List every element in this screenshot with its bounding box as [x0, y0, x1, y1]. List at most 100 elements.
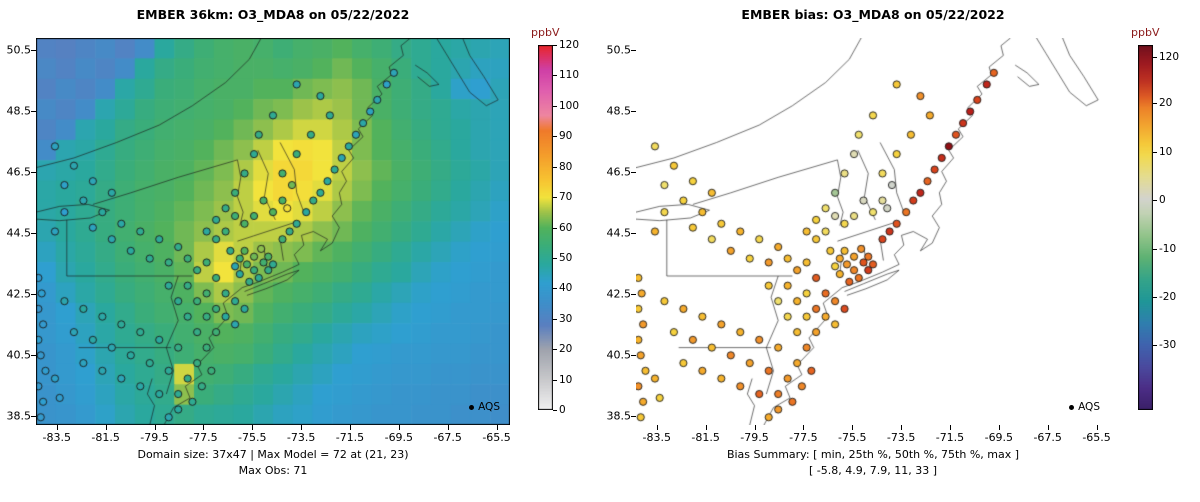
- colorbar-tick-mark: [553, 166, 557, 168]
- colorbar-tick-label: 0: [1159, 194, 1166, 207]
- y-tick-label: 50.5: [6, 43, 32, 57]
- aqs-legend-label: AQS: [1078, 401, 1100, 413]
- model-colorbar: [538, 45, 553, 410]
- aqs-legend: AQS: [1069, 401, 1100, 413]
- x-tick-mark: [203, 425, 205, 430]
- x-tick-mark: [349, 425, 351, 430]
- y-tick-label: 46.5: [606, 165, 632, 179]
- colorbar-tick-label: 20: [1159, 97, 1173, 110]
- x-tick-mark: [447, 425, 449, 430]
- y-tick-label: 46.5: [6, 165, 32, 179]
- x-tick-label: -77.5: [189, 431, 218, 444]
- x-tick-mark: [105, 425, 107, 430]
- y-tick-mark: [631, 172, 636, 174]
- x-tick-mark: [949, 425, 951, 430]
- y-tick-mark: [631, 233, 636, 235]
- y-tick-mark: [31, 415, 36, 417]
- colorbar-tick-label: 120: [1159, 51, 1180, 64]
- x-tick-mark: [1096, 425, 1098, 430]
- domain-size-caption: Domain size: 37x47 | Max Model = 72 at (…: [137, 448, 409, 461]
- x-tick-mark: [901, 425, 903, 430]
- x-tick-label: -79.5: [140, 431, 169, 444]
- colorbar-tick-label: 20: [559, 343, 573, 356]
- x-tick-label: -71.5: [935, 431, 965, 444]
- x-tick-mark: [656, 425, 658, 430]
- y-tick-label: 42.5: [6, 287, 32, 301]
- x-tick-mark: [852, 425, 854, 430]
- colorbar-tick-label: 80: [559, 160, 573, 173]
- y-tick-label: 38.5: [6, 409, 32, 423]
- x-tick-label: -65.5: [1082, 431, 1111, 444]
- x-tick-label: -83.5: [642, 431, 671, 444]
- bias-values-caption: [ -5.8, 4.9, 7.9, 11, 33 ]: [809, 464, 937, 477]
- x-tick-label: -73.5: [886, 431, 916, 444]
- colorbar-tick-label: 100: [559, 99, 580, 112]
- colorbar-tick-mark: [553, 105, 557, 107]
- y-tick-mark: [31, 233, 36, 235]
- y-tick-label: 42.5: [606, 287, 632, 301]
- y-tick-mark: [31, 50, 36, 52]
- y-tick-label: 50.5: [606, 43, 632, 57]
- aqs-marker-icon: [1069, 404, 1075, 410]
- colorbar-tick-label: 120: [559, 39, 580, 51]
- aqs-legend: AQS: [469, 401, 500, 413]
- aqs-legend-label: AQS: [478, 401, 500, 413]
- x-tick-mark: [154, 425, 156, 430]
- colorbar-tick-label: 10: [1159, 145, 1173, 158]
- y-tick-label: 48.5: [6, 104, 32, 118]
- panel-bias-map: EMBER bias: O3_MDA8 on 05/22/2022 AQS pp…: [600, 0, 1200, 502]
- x-tick-label: -77.5: [789, 431, 818, 444]
- colorbar-unit-label: ppbV: [531, 26, 560, 39]
- bias-map-plot: AQS: [636, 38, 1110, 425]
- max-obs-caption: Max Obs: 71: [238, 464, 308, 477]
- y-tick-label: 44.5: [606, 226, 632, 240]
- y-tick-mark: [631, 415, 636, 417]
- x-tick-mark: [496, 425, 498, 430]
- bias-summary-caption: Bias Summary: [ min, 25th %, 50th %, 75t…: [726, 448, 1020, 461]
- colorbar-tick-label: 30: [559, 312, 573, 325]
- colorbar-tick-label: 0: [559, 404, 566, 416]
- colorbar-tick-label: -20: [1159, 290, 1177, 303]
- colorbar-tick-mark: [1153, 345, 1157, 347]
- y-tick-mark: [31, 172, 36, 174]
- colorbar-tick-mark: [1153, 151, 1157, 153]
- colorbar-tick-label: 10: [559, 373, 573, 386]
- colorbar-tick-label: -10: [1159, 243, 1177, 256]
- x-tick-label: -79.5: [740, 431, 769, 444]
- colorbar-tick-label: -30: [1159, 339, 1177, 352]
- y-tick-mark: [31, 293, 36, 295]
- y-tick-label: 38.5: [606, 409, 632, 423]
- y-tick-label: 44.5: [6, 226, 32, 240]
- x-tick-mark: [803, 425, 805, 430]
- x-tick-mark: [1047, 425, 1049, 430]
- x-tick-label: -69.5: [984, 431, 1014, 444]
- x-tick-label: -65.5: [482, 431, 511, 444]
- colorbar-tick-mark: [1153, 200, 1157, 202]
- colorbar-tick-mark: [553, 410, 557, 411]
- x-tick-label: -75.5: [237, 431, 267, 444]
- x-tick-mark: [998, 425, 1000, 430]
- colorbar-tick-mark: [553, 45, 557, 46]
- x-tick-label: -75.5: [837, 431, 867, 444]
- colorbar-tick-mark: [553, 227, 557, 229]
- x-tick-label: -67.5: [1033, 431, 1062, 444]
- colorbar-tick-mark: [553, 197, 557, 199]
- colorbar-tick-mark: [1153, 103, 1157, 105]
- x-tick-label: -71.5: [335, 431, 365, 444]
- model-map-plot: AQS: [36, 38, 510, 425]
- x-tick-mark: [705, 425, 707, 430]
- x-tick-label: -81.5: [691, 431, 720, 444]
- x-tick-mark: [398, 425, 400, 430]
- x-tick-label: -73.5: [286, 431, 316, 444]
- bias-map-title: EMBER bias: O3_MDA8 on 05/22/2022: [741, 7, 1005, 22]
- colorbar-tick-label: 50: [559, 251, 573, 264]
- bias-map-canvas: [636, 38, 1110, 425]
- x-tick-label: -69.5: [384, 431, 414, 444]
- model-map-canvas: [36, 38, 510, 425]
- colorbar-tick-label: 90: [559, 130, 573, 143]
- colorbar-tick-mark: [1153, 57, 1157, 59]
- y-tick-mark: [631, 293, 636, 295]
- x-tick-label: -81.5: [91, 431, 120, 444]
- colorbar-tick-mark: [553, 257, 557, 259]
